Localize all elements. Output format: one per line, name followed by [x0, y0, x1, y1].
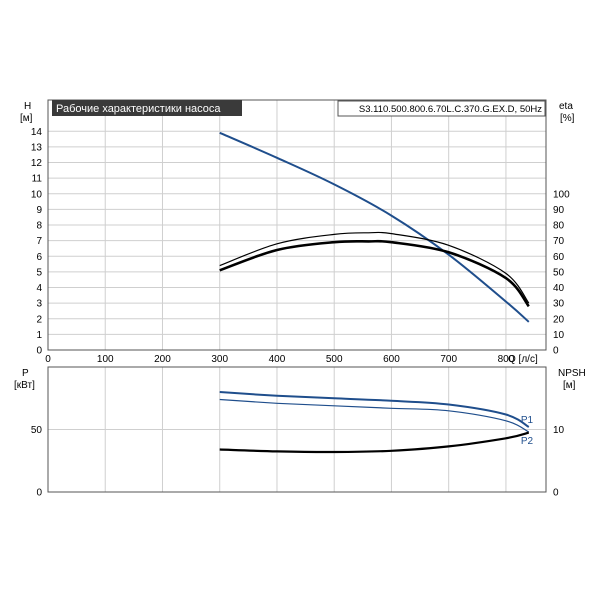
bottom-y-right-tick-label: 0 — [553, 488, 559, 499]
top-plot-frame — [47, 99, 547, 351]
top-x-tick-label: 500 — [326, 354, 343, 365]
top-y-left-tick-label: 8 — [36, 221, 42, 232]
bottom-plot-frame — [47, 366, 547, 493]
y-right-label: eta — [559, 101, 573, 112]
top-grid — [47, 100, 546, 351]
top-x-tick-label: 700 — [440, 354, 457, 365]
p-axis-label: P — [22, 368, 29, 379]
series-label-p2: P2 — [521, 436, 534, 447]
top-y-right-tick-label: 30 — [553, 299, 565, 310]
top-y-right-tick-label: 50 — [553, 267, 565, 278]
y-right-unit: [%] — [560, 113, 575, 124]
top-y-right-tick-label: 10 — [553, 330, 565, 341]
top-x-tick-label: 300 — [211, 354, 228, 365]
top-x-tick-label: 600 — [383, 354, 400, 365]
top-x-tick-label: 400 — [269, 354, 286, 365]
bottom-ticks: 0 50 0 10 — [31, 425, 565, 499]
top-y-right-tick-label: 70 — [553, 236, 565, 247]
chart-title: Рабочие характеристики насоса — [56, 103, 221, 115]
npsh-axis-label: NPSH — [558, 368, 586, 379]
top-y-right-tick-label: 100 — [553, 189, 570, 200]
p1-curve — [219, 391, 530, 428]
top-y-right-tick-label: 20 — [553, 314, 565, 325]
npsh-axis-unit: [м] — [563, 380, 576, 391]
top-y-left-tick-label: 6 — [36, 252, 42, 263]
top-y-left-tick-label: 9 — [36, 205, 42, 216]
eta-curve-outer — [219, 231, 530, 304]
top-y-left-tick-label: 4 — [36, 283, 42, 294]
bottom-y-right-tick-label: 10 — [553, 425, 565, 436]
top-y-left-tick-label: 13 — [31, 142, 43, 153]
top-y-left-tick-label: 14 — [31, 127, 43, 138]
series-label-p1: P1 — [521, 415, 534, 426]
top-y-left-tick-label: 11 — [32, 174, 43, 185]
model-label-box — [337, 100, 546, 117]
top-y-left-tick-label: 2 — [36, 314, 42, 325]
top-x-tick-label: 100 — [97, 354, 114, 365]
top-y-left-tick-label: 1 — [36, 330, 42, 341]
top-y-right-tick-label: 0 — [553, 346, 559, 357]
model-label: S3.110.500.800.6.70L.C.370.G.EX.D, 50Hz — [359, 104, 542, 115]
top-y-left-tick-label: 10 — [31, 189, 43, 200]
chart-title-box — [52, 100, 242, 116]
top-y-right-tick-label: 90 — [553, 205, 565, 216]
head-curve — [219, 131, 530, 323]
top-y-right-tick-label: 40 — [553, 283, 565, 294]
x-axis-label: Q [л/с] — [508, 354, 538, 365]
top-x-tick-label: 0 — [45, 354, 51, 365]
top-ticks: 0 100 200 300 400 500 600 700 800012345678910111… — [31, 127, 570, 365]
y-left-label: H — [24, 101, 31, 112]
p-axis-unit: [кВт] — [14, 380, 35, 391]
bottom-grid — [47, 367, 546, 493]
top-y-left-tick-label: 7 — [36, 236, 42, 247]
top-series — [219, 131, 530, 323]
p2-curve — [219, 398, 530, 433]
eta-curve-inner — [219, 239, 530, 308]
top-y-left-tick-label: 5 — [36, 267, 42, 278]
top-y-left-tick-label: 3 — [36, 299, 42, 310]
npsh-curve — [219, 431, 530, 454]
top-x-tick-label: 200 — [154, 354, 171, 365]
top-y-right-tick-label: 60 — [553, 252, 565, 263]
top-y-right-tick-label: 80 — [553, 221, 565, 232]
bottom-y-left-tick-label: 0 — [36, 488, 42, 499]
y-left-unit: [м] — [20, 113, 33, 124]
top-y-left-tick-label: 0 — [36, 346, 42, 357]
top-x-tick-label: 800 — [498, 354, 515, 365]
bottom-series: P1 P2 — [219, 391, 534, 454]
top-y-left-tick-label: 12 — [31, 158, 43, 169]
bottom-y-left-tick-label: 50 — [31, 425, 43, 436]
